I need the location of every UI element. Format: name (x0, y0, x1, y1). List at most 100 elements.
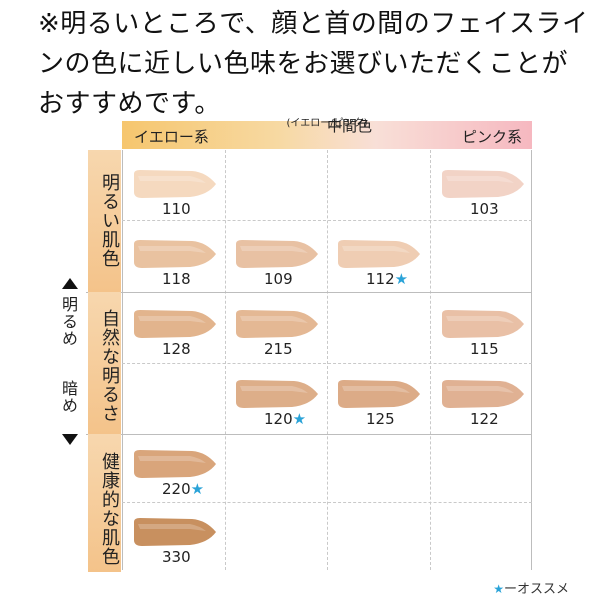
scale-lighter: 明るめ (59, 296, 78, 347)
arrow-down-icon (62, 434, 78, 445)
swatch-smear (134, 170, 216, 198)
shade-code: 215 (264, 340, 293, 358)
shade-code: 118 (162, 270, 191, 288)
row-label-bright: 明るい肌色 (99, 172, 120, 268)
swatch-shape (134, 170, 216, 198)
swatch-shape (338, 240, 420, 268)
swatch-smear (442, 310, 524, 338)
swatch-highlight (446, 386, 514, 393)
swatch-highlight (138, 176, 206, 183)
shade-swatch-109: 109 (232, 238, 322, 290)
shade-code: 109 (264, 270, 293, 288)
swatch-smear (442, 170, 524, 198)
legend-text: ーオススメ (503, 582, 569, 597)
swatch-smear (134, 518, 216, 546)
swatch-shape (236, 380, 318, 408)
shade-swatch-330: 330 (130, 516, 220, 568)
intro-text: ※明るいところで、顔と首の間のフェイスラインの色に近しい色味をお選びいただくこと… (38, 9, 589, 119)
shade-swatch-122: 122 (438, 378, 528, 430)
shade-code-number: 220 (162, 480, 191, 498)
recommend-star-icon: ★ (292, 410, 307, 428)
swatch-shape (134, 518, 216, 546)
swatch-highlight (240, 386, 308, 393)
header-yellow: イエロー系 (134, 128, 209, 146)
swatch-shape (236, 240, 318, 268)
shade-code-number: 330 (162, 548, 191, 566)
swatch-smear (236, 380, 318, 408)
tone-header: イエロー系 中間色 (イエロー/ピンク) ピンク系 (122, 118, 532, 149)
shade-code-number: 120 (264, 410, 293, 428)
shade-code-number: 109 (264, 270, 293, 288)
swatch-highlight (138, 246, 206, 253)
shade-code: 220★ (162, 480, 204, 498)
swatch-shape (442, 380, 524, 408)
header-middle-label: 中間色 (327, 117, 373, 135)
swatch-shape (442, 170, 524, 198)
shade-swatch-118: 118 (130, 238, 220, 290)
shade-code-number: 115 (470, 340, 499, 358)
swatch-smear (134, 310, 216, 338)
shade-swatch-103: 103 (438, 168, 528, 220)
swatch-highlight (138, 524, 206, 531)
row-group-bright: 明るい肌色 (88, 150, 121, 292)
shade-code: 128 (162, 340, 191, 358)
header-middle: 中間色 (イエロー/ピンク) (265, 118, 389, 134)
row-label-healthy: 健康的な肌色 (99, 452, 120, 566)
swatch-shape (134, 240, 216, 268)
shade-swatch-112: 112★ (334, 238, 424, 290)
legend: ★ーオススメ (493, 578, 569, 597)
shade-code-number: 125 (366, 410, 395, 428)
shade-code-number: 122 (470, 410, 499, 428)
shade-code: 110 (162, 200, 191, 218)
swatch-smear (236, 240, 318, 268)
shade-code: 112★ (366, 270, 408, 288)
swatch-highlight (342, 386, 410, 393)
arrow-up-icon (62, 278, 78, 289)
swatch-highlight (240, 316, 308, 323)
shade-code-number: 103 (470, 200, 499, 218)
shade-code: 103 (470, 200, 499, 218)
header-middle-sub: (イエロー/ピンク) (286, 118, 368, 129)
swatch-shape (134, 310, 216, 338)
shade-code: 115 (470, 340, 499, 358)
swatch-shape (134, 450, 216, 478)
swatch-highlight (240, 246, 308, 253)
shade-swatch-110: 110 (130, 168, 220, 220)
swatch-smear (134, 240, 216, 268)
shade-code: 330 (162, 548, 191, 566)
swatch-smear (338, 240, 420, 268)
header-pink: ピンク系 (461, 128, 522, 146)
shade-swatch-220: 220★ (130, 448, 220, 500)
shade-code: 120★ (264, 410, 306, 428)
shade-grid (86, 150, 532, 570)
shade-code-number: 128 (162, 340, 191, 358)
swatch-smear (338, 380, 420, 408)
swatch-shape (442, 310, 524, 338)
shade-code: 125 (366, 410, 395, 428)
shade-code: 122 (470, 410, 499, 428)
swatch-smear (442, 380, 524, 408)
shade-code-number: 215 (264, 340, 293, 358)
row-group-natural: 自然な明るさ (88, 292, 121, 434)
brightness-scale: 明るめ 暗め (56, 278, 84, 448)
shade-swatch-128: 128 (130, 308, 220, 360)
swatch-highlight (138, 456, 206, 463)
swatch-smear (134, 450, 216, 478)
swatch-shape (338, 380, 420, 408)
shade-swatch-215: 215 (232, 308, 322, 360)
recommend-star-icon: ★ (394, 270, 409, 288)
row-group-healthy: 健康的な肌色 (88, 434, 121, 572)
shade-code-number: 110 (162, 200, 191, 218)
swatch-highlight (138, 316, 206, 323)
swatch-smear (236, 310, 318, 338)
star-icon: ★ (493, 582, 504, 596)
recommend-star-icon: ★ (190, 480, 205, 498)
scale-darker: 暗め (59, 380, 78, 414)
swatch-shape (236, 310, 318, 338)
row-label-natural: 自然な明るさ (99, 309, 120, 423)
shade-swatch-115: 115 (438, 308, 528, 360)
swatch-highlight (446, 316, 514, 323)
shade-swatch-120: 120★ (232, 378, 322, 430)
swatch-highlight (446, 176, 514, 183)
shade-swatch-125: 125 (334, 378, 424, 430)
